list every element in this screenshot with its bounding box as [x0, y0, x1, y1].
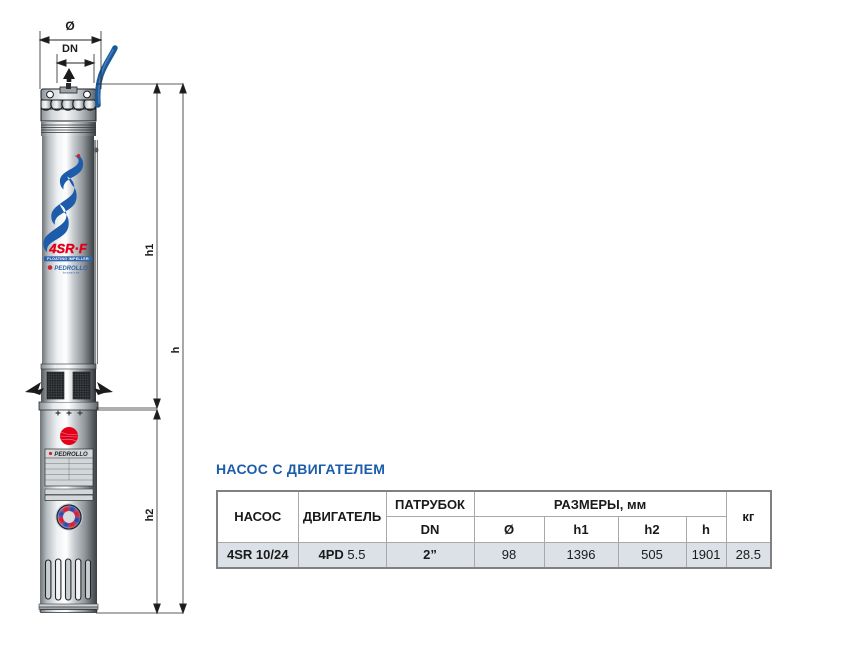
svg-text:PEDROLLO: PEDROLLO — [54, 452, 88, 458]
svg-text:h1: h1 — [144, 244, 156, 257]
svg-text:4SR·F: 4SR·F — [48, 241, 88, 256]
svg-text:Ø: Ø — [65, 19, 74, 33]
svg-text:h2: h2 — [144, 509, 156, 522]
svg-text:the pump in me: the pump in me — [63, 272, 80, 275]
svg-text:h: h — [170, 346, 182, 353]
svg-text:FLOATING IMPELLER: FLOATING IMPELLER — [47, 257, 89, 261]
svg-text:DN: DN — [62, 43, 78, 55]
